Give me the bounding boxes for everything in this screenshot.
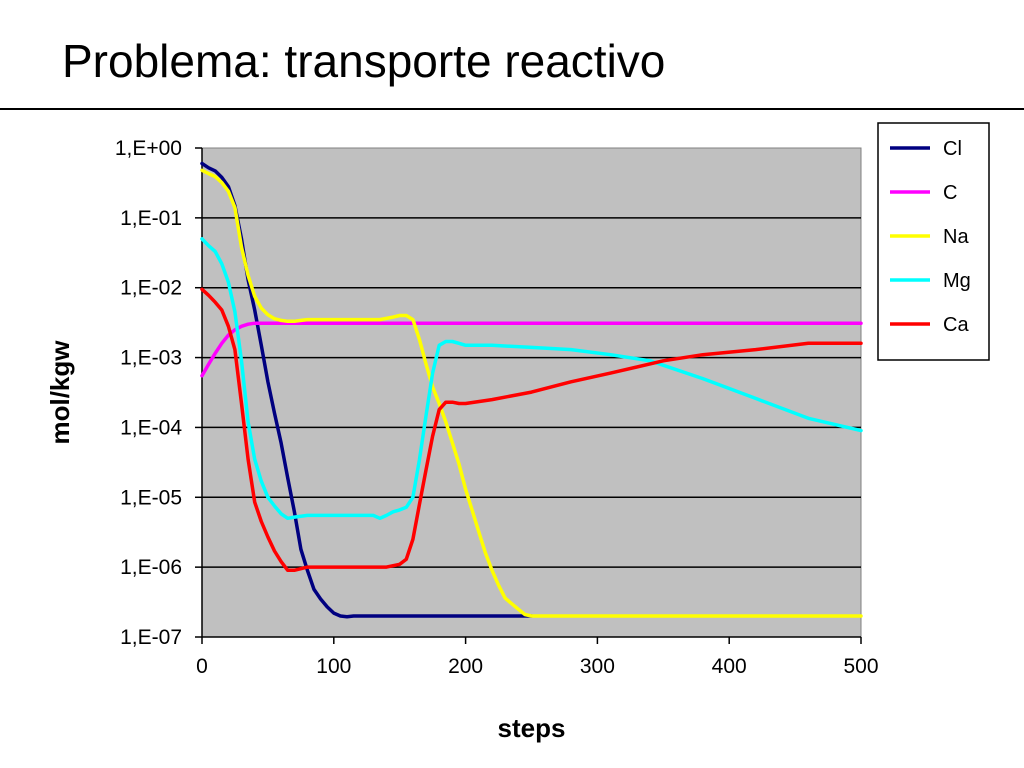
y-tick-label: 1,E+00 bbox=[115, 137, 182, 160]
x-tick-label: 400 bbox=[712, 655, 747, 678]
y-tick-label: 1,E-01 bbox=[120, 207, 182, 230]
legend-label-na: Na bbox=[943, 226, 969, 248]
x-tick-label: 0 bbox=[196, 655, 208, 678]
legend-label-cl: Cl bbox=[943, 138, 962, 160]
y-tick-label: 1,E-02 bbox=[120, 277, 182, 300]
y-tick-label: 1,E-06 bbox=[120, 556, 182, 579]
y-tick-label: 1,E-07 bbox=[120, 626, 182, 649]
legend-label-c: C bbox=[943, 182, 957, 204]
x-tick-label: 500 bbox=[843, 655, 878, 678]
legend-label-mg: Mg bbox=[943, 270, 971, 292]
legend: Cl C Na Mg Ca bbox=[878, 123, 989, 360]
y-tick-label: 1,E-04 bbox=[120, 416, 182, 439]
x-axis-ticks: 0 100 200 300 400 500 bbox=[196, 637, 878, 678]
y-tick-label: 1,E-05 bbox=[120, 486, 182, 509]
x-tick-label: 200 bbox=[448, 655, 483, 678]
y-tick-label: 1,E-03 bbox=[120, 347, 182, 370]
x-tick-label: 100 bbox=[316, 655, 351, 678]
legend-label-ca: Ca bbox=[943, 314, 969, 336]
x-axis-title: steps bbox=[498, 713, 566, 743]
y-axis-title: mol/kgw bbox=[45, 340, 75, 445]
x-tick-label: 300 bbox=[580, 655, 615, 678]
y-axis-ticks: 1,E+00 1,E-01 1,E-02 1,E-03 1,E-04 1,E-05 1,E-… bbox=[115, 137, 202, 649]
